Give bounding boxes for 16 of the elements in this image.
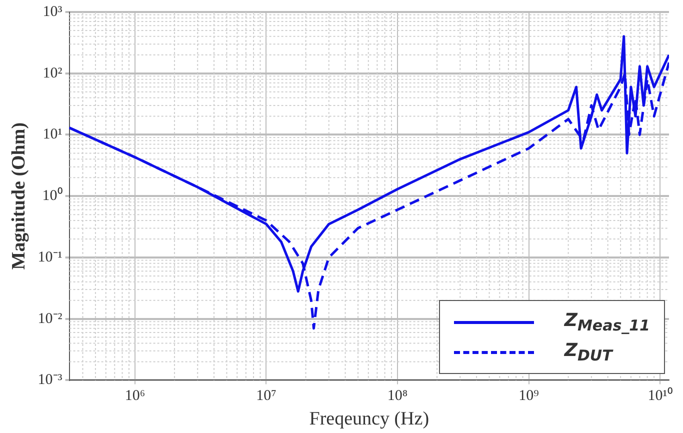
y-tick-label: 10⁰ xyxy=(42,187,62,204)
y-tick-label: 10² xyxy=(42,65,63,82)
legend-label: Z$_{Meas_11}$ xyxy=(564,310,650,334)
x-tick-label: 10⁹ xyxy=(518,388,539,404)
x-axis-title: Freqeuncy (Hz) xyxy=(309,408,430,430)
y-axis-title: Magnitude (Ohm) xyxy=(8,122,30,270)
y-tick-label: 10³ xyxy=(42,4,63,20)
y-tick-label: 10⁻² xyxy=(38,310,63,327)
y-tick-label: 10¹ xyxy=(42,126,62,143)
x-tick-label: 10¹⁰ xyxy=(648,387,672,404)
legend-label: Z$_{DUT}$ xyxy=(564,340,612,364)
y-tick-label: 10⁻¹ xyxy=(38,249,62,266)
x-tick-label: 10⁶ xyxy=(124,388,146,404)
y-tick-label: 10⁻³ xyxy=(38,372,63,388)
x-tick-label: 10⁷ xyxy=(256,388,276,404)
x-tick-label: 10⁸ xyxy=(387,388,408,404)
